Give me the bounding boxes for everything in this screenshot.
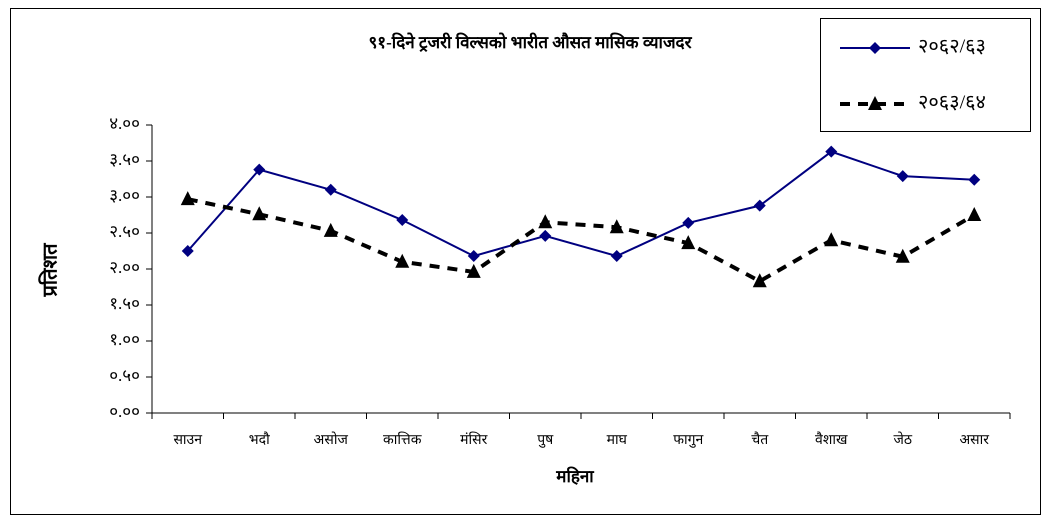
data-point — [180, 191, 195, 206]
data-point — [967, 207, 982, 221]
data-point — [610, 250, 623, 263]
data-point — [609, 219, 624, 234]
series-line — [186, 150, 975, 258]
x-tick-label: माघ — [607, 433, 628, 448]
data-point — [253, 163, 266, 176]
data-point — [181, 245, 194, 257]
series-line — [187, 197, 976, 284]
legend-marker — [868, 96, 882, 110]
data-point — [681, 235, 696, 250]
x-tick-label: चैत — [751, 431, 769, 448]
y-tick-label: ०.५० — [109, 366, 140, 385]
y-tick-label: २.५० — [109, 222, 140, 241]
y-axis-label: प्रतिशत — [38, 242, 62, 298]
x-tick-label: वैशाख — [815, 431, 848, 448]
data-point — [466, 263, 481, 278]
data-point — [252, 206, 267, 221]
x-tick-label: भदौ — [249, 431, 270, 448]
y-tick-label: ३.५० — [109, 150, 140, 169]
data-point — [752, 273, 767, 288]
data-point — [682, 216, 695, 229]
x-tick-label: जेठ — [893, 431, 912, 448]
data-point — [825, 145, 838, 158]
legend-marker — [869, 42, 881, 54]
data-point — [395, 253, 410, 268]
data-point — [539, 229, 552, 242]
legend-label: २०६३/६४ — [918, 92, 986, 114]
data-point — [538, 214, 553, 229]
x-tick-label: साउन — [173, 433, 202, 448]
x-tick-label: मंसिर — [460, 431, 487, 448]
x-tick-label: असार — [959, 433, 989, 448]
data-point — [324, 183, 337, 196]
data-point — [896, 170, 909, 183]
y-tick-label: ४.०० — [109, 114, 140, 133]
data-point — [968, 173, 981, 186]
x-tick-label: असोज — [314, 431, 349, 448]
data-point — [467, 250, 480, 263]
data-point — [396, 214, 409, 227]
data-point — [323, 222, 338, 237]
x-tick-label: पुष — [537, 433, 554, 448]
y-tick-label: ३.०० — [109, 186, 140, 205]
y-tick-label: १.५० — [109, 294, 140, 313]
x-tick-label: फागुन — [673, 433, 703, 448]
legend-label: २०६२/६३ — [918, 36, 986, 58]
y-tick-label: २.०० — [109, 258, 140, 277]
chart-title: ९१-दिने ट्रजरी विल्सको भारीत औसत मासिक व… — [368, 32, 692, 52]
y-tick-label: १.०० — [109, 330, 140, 349]
x-axis-label: महिना — [555, 466, 594, 486]
data-point — [824, 232, 839, 247]
x-tick-label: कात्तिक — [383, 431, 422, 448]
y-tick-label: ०.०० — [109, 402, 140, 421]
data-point — [895, 248, 910, 263]
data-point — [753, 199, 766, 212]
legend-box — [820, 18, 1031, 132]
